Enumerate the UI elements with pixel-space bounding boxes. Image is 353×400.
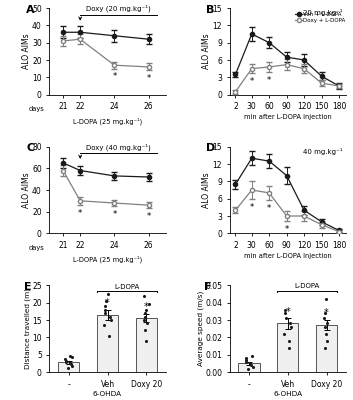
Point: [250, 364, 255, 370]
X-axis label: min after L-DOPA injection: min after L-DOPA injection: [244, 114, 332, 120]
Text: Doxy (20 mg.kg⁻¹): Doxy (20 mg.kg⁻¹): [86, 5, 151, 12]
Point: [281, 331, 287, 337]
Point: [63, 357, 69, 364]
Point: [146, 301, 151, 308]
Point: [321, 315, 327, 322]
Point: [101, 322, 107, 328]
Point: [244, 357, 249, 363]
Point: [141, 317, 146, 323]
Point: [323, 296, 328, 302]
Text: L-DOPA: L-DOPA: [294, 283, 320, 289]
Bar: [277, 324, 298, 372]
Point: [325, 320, 330, 327]
Y-axis label: Distance travelled (m): Distance travelled (m): [24, 288, 31, 369]
Text: days: days: [29, 106, 44, 112]
Point: [63, 358, 69, 365]
X-axis label: min after L-DOPA injection: min after L-DOPA injection: [244, 253, 332, 259]
Y-axis label: ALO AIMs: ALO AIMs: [202, 34, 211, 69]
Text: *: *: [112, 72, 116, 81]
Bar: [58, 362, 79, 372]
Y-axis label: Average speed (m/s): Average speed (m/s): [197, 291, 204, 366]
Point: [142, 313, 148, 320]
Text: A: A: [26, 4, 35, 14]
Point: [67, 353, 72, 359]
Bar: [136, 318, 157, 372]
Point: [70, 362, 75, 369]
Text: 6-OHDA: 6-OHDA: [273, 391, 303, 397]
Point: [102, 310, 108, 316]
Y-axis label: ALO AIMs: ALO AIMs: [22, 172, 31, 208]
Text: days: days: [29, 244, 44, 250]
Text: *: *: [78, 209, 82, 218]
Point: [143, 338, 149, 344]
Text: 6-OHDA: 6-OHDA: [93, 391, 122, 397]
Text: E: E: [24, 282, 31, 292]
Point: [288, 320, 293, 327]
Point: [143, 306, 149, 313]
Bar: [238, 363, 260, 372]
Text: *: *: [286, 306, 290, 316]
Legend: Veh + L-DOPA, Doxy + L-DOPA: Veh + L-DOPA, Doxy + L-DOPA: [295, 12, 346, 23]
Point: [322, 310, 328, 316]
Point: [282, 306, 288, 313]
Text: *: *: [285, 225, 289, 234]
Point: [244, 358, 249, 365]
Point: [283, 315, 288, 322]
Text: *: *: [250, 77, 254, 86]
Text: 40 mg.kg⁻¹: 40 mg.kg⁻¹: [303, 148, 342, 154]
Text: D: D: [207, 143, 216, 153]
Text: *: *: [144, 302, 149, 312]
Text: L-DOPA (25 mg.kg⁻¹): L-DOPA (25 mg.kg⁻¹): [73, 256, 142, 263]
Text: *: *: [267, 76, 271, 85]
Text: *: *: [146, 74, 151, 83]
Point: [247, 360, 253, 366]
Point: [322, 344, 328, 351]
Point: [289, 324, 294, 330]
Text: *: *: [267, 204, 271, 213]
Point: [107, 313, 113, 320]
Text: F: F: [204, 282, 211, 292]
Point: [141, 292, 147, 299]
Point: [69, 354, 74, 361]
Point: [68, 361, 73, 368]
Point: [245, 365, 251, 372]
Y-axis label: ALO AIMs: ALO AIMs: [22, 34, 31, 69]
Point: [105, 291, 110, 297]
Point: [102, 306, 108, 313]
Point: [62, 356, 68, 362]
Point: [323, 331, 329, 337]
Point: [103, 298, 109, 304]
Point: [286, 344, 292, 351]
Point: [248, 362, 254, 368]
Text: *: *: [146, 212, 151, 221]
Point: [243, 355, 249, 361]
Text: C: C: [26, 143, 34, 153]
Text: 20 mg.kg⁻¹: 20 mg.kg⁻¹: [303, 9, 342, 16]
Text: L-DOPA: L-DOPA: [114, 284, 139, 290]
Text: *: *: [112, 210, 116, 219]
Text: *: *: [324, 308, 329, 318]
Bar: [316, 325, 337, 372]
Y-axis label: ALO AIMs: ALO AIMs: [202, 172, 211, 208]
Text: Doxy (40 mg.kg⁻¹): Doxy (40 mg.kg⁻¹): [86, 144, 151, 151]
Text: B: B: [207, 4, 215, 14]
Point: [144, 320, 150, 327]
Text: L-DOPA (25 mg.kg⁻¹): L-DOPA (25 mg.kg⁻¹): [73, 117, 142, 125]
Point: [322, 324, 328, 330]
Point: [102, 303, 108, 309]
Point: [108, 317, 114, 323]
Point: [287, 338, 292, 344]
Point: [142, 327, 148, 334]
Text: *: *: [250, 203, 254, 212]
Point: [143, 310, 148, 316]
Point: [67, 360, 72, 366]
Bar: [97, 315, 118, 372]
Point: [282, 310, 288, 316]
Point: [106, 332, 112, 339]
Point: [65, 365, 71, 371]
Point: [324, 338, 330, 344]
Point: [249, 353, 255, 360]
Text: *: *: [105, 298, 110, 308]
